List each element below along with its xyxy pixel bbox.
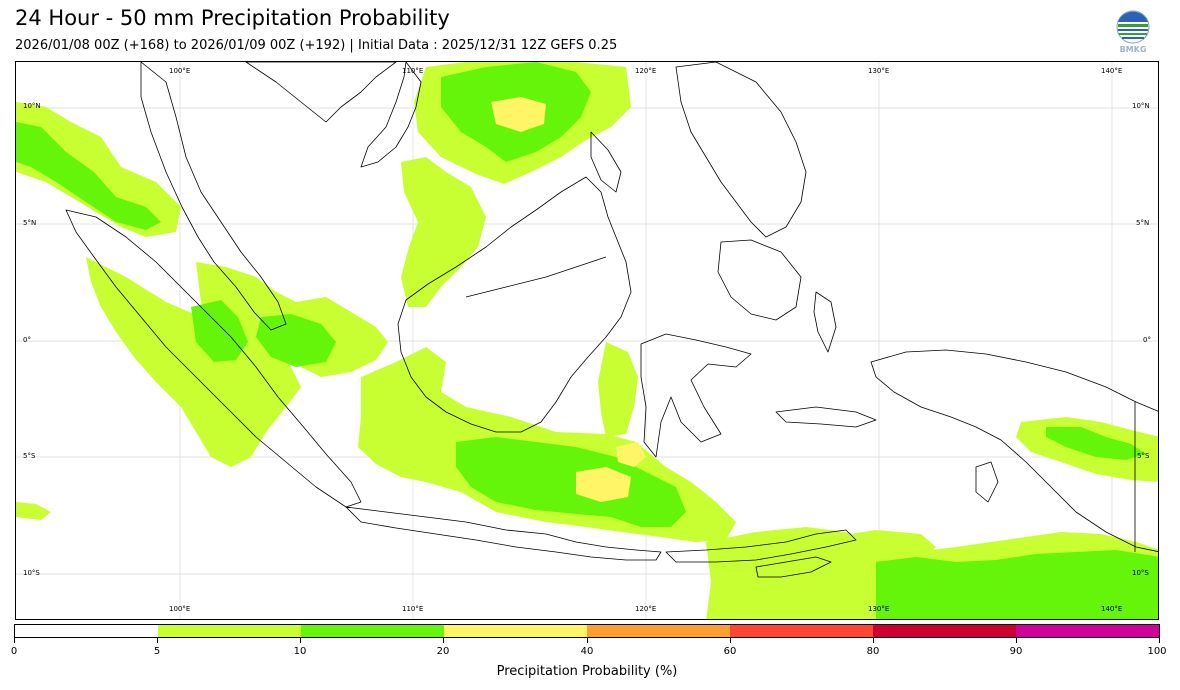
colorbar-segment-60-80 bbox=[730, 625, 873, 637]
colorbar-tick-60 bbox=[730, 638, 731, 643]
colorbar-tick-label-90: 90 bbox=[1009, 646, 1023, 657]
map-canvas bbox=[16, 62, 1158, 619]
precip-region-java-sea-peak-b bbox=[616, 442, 646, 467]
precip-region-java-sea-core bbox=[456, 437, 686, 527]
colorbar-segment-40-60 bbox=[587, 625, 730, 637]
map-title: 24 Hour - 50 mm Precipitation Probabilit… bbox=[15, 6, 450, 30]
colorbar-tick-100 bbox=[1159, 638, 1160, 643]
colorbar-label: Precipitation Probability (%) bbox=[496, 664, 678, 679]
lon-label-bottom-100: 100°E bbox=[169, 605, 191, 613]
map-area: 100°E 110°E 120°E 130°E 140°E 100°E 110°… bbox=[15, 61, 1159, 620]
colorbar-segment-5-10 bbox=[158, 625, 301, 637]
precip-region-java-sea-peak-a bbox=[576, 467, 631, 502]
coastline-mindanao bbox=[717, 239, 802, 321]
lat-label-right-10s: 10°S bbox=[1132, 569, 1149, 577]
coastline-new-guinea bbox=[870, 349, 1158, 552]
precip-region-malaysia-core bbox=[256, 314, 336, 367]
precip-region-arafura-core bbox=[1046, 427, 1146, 460]
coastline-vietnam bbox=[360, 62, 422, 168]
lat-label-right-5n: 5°N bbox=[1136, 219, 1150, 227]
coastline-aru bbox=[975, 461, 999, 503]
coastline-timor bbox=[755, 556, 832, 578]
colorbar-segment-90-100 bbox=[1016, 625, 1159, 637]
colorbar-tick-label-20: 20 bbox=[436, 646, 450, 657]
map-subtitle: 2026/01/08 00Z (+168) to 2026/01/09 00Z … bbox=[15, 38, 618, 53]
lon-label-top-140: 140°E bbox=[1101, 67, 1123, 75]
bmkg-logo bbox=[1116, 10, 1150, 44]
coastline-halmahera bbox=[813, 291, 837, 353]
coastline-philippines-main bbox=[675, 62, 807, 238]
coastlines bbox=[65, 62, 1158, 578]
colorbar-tick-90 bbox=[1016, 638, 1017, 643]
lat-label-right-0: 0° bbox=[1143, 336, 1151, 344]
colorbar-tick-label-60: 60 bbox=[723, 646, 737, 657]
precip-region-sumatra-core bbox=[191, 300, 248, 362]
coastline-seram-buru bbox=[775, 406, 877, 428]
colorbar-segment-10-20 bbox=[301, 625, 444, 637]
lat-label-left-5s: 5°S bbox=[23, 452, 36, 460]
precip-region-south-banda-core bbox=[876, 550, 1158, 619]
colorbar-tick-label-10: 10 bbox=[293, 646, 307, 657]
precip-region-north-sumatra-sea bbox=[16, 102, 181, 237]
lon-label-bottom-110: 110°E bbox=[402, 605, 424, 613]
precip-region-sumatra bbox=[86, 257, 301, 467]
lon-label-bottom-120: 120°E bbox=[635, 605, 657, 613]
lon-label-top-110: 110°E bbox=[402, 67, 424, 75]
colorbar-tick-10 bbox=[300, 638, 301, 643]
colorbar bbox=[14, 624, 1160, 638]
logo-text: BMKG bbox=[1119, 45, 1147, 54]
coastline-borneo-interior-border bbox=[465, 256, 607, 298]
colorbar-tick-label-5: 5 bbox=[153, 646, 161, 657]
lon-label-bottom-130: 130°E bbox=[868, 605, 890, 613]
colorbar-segment-0-5 bbox=[15, 625, 158, 637]
lat-label-right-5s: 5°S bbox=[1137, 452, 1150, 460]
coastline-indochina bbox=[245, 62, 397, 123]
coastline-lesser-sunda bbox=[665, 529, 857, 563]
lon-label-bottom-140: 140°E bbox=[1101, 605, 1123, 613]
lat-label-left-10s: 10°S bbox=[23, 569, 40, 577]
precip-region-natuna bbox=[401, 157, 486, 307]
colorbar-tick-label-80: 80 bbox=[866, 646, 880, 657]
coastline-philippines-palawan bbox=[590, 131, 622, 193]
lat-label-left-0: 0° bbox=[23, 336, 31, 344]
lat-label-left-10n: 10°N bbox=[23, 102, 41, 110]
coastline-malay-peninsula bbox=[140, 62, 287, 331]
colorbar-tick-20 bbox=[443, 638, 444, 643]
coastline-sumatra bbox=[65, 209, 362, 508]
precip-region-west-java-coast bbox=[16, 502, 51, 520]
precip-20-40-layer bbox=[491, 97, 646, 502]
precip-region-north-sumatra-core bbox=[16, 122, 161, 230]
precip-region-south-china-sea-peak bbox=[491, 97, 546, 132]
colorbar-tick-label-100: 100 bbox=[1147, 646, 1167, 657]
lon-label-top-120: 120°E bbox=[635, 67, 657, 75]
colorbar-tick-label-40: 40 bbox=[580, 646, 594, 657]
colorbar-tick-0 bbox=[14, 638, 15, 643]
colorbar-tick-label-0: 0 bbox=[10, 646, 18, 657]
lon-label-top-100: 100°E bbox=[169, 67, 191, 75]
colorbar-segment-80-90 bbox=[873, 625, 1016, 637]
colorbar-tick-40 bbox=[587, 638, 588, 643]
coastline-sulawesi bbox=[640, 333, 752, 458]
colorbar-tick-80 bbox=[873, 638, 874, 643]
precip-region-makassar bbox=[598, 342, 638, 437]
colorbar-tick-5 bbox=[157, 638, 158, 643]
coastline-borneo bbox=[397, 176, 632, 433]
colorbar-segment-20-40 bbox=[444, 625, 587, 637]
coastline-java bbox=[345, 506, 662, 561]
lat-label-left-5n: 5°N bbox=[23, 219, 37, 227]
lat-label-right-10n: 10°N bbox=[1132, 102, 1150, 110]
lon-label-top-130: 130°E bbox=[868, 67, 890, 75]
